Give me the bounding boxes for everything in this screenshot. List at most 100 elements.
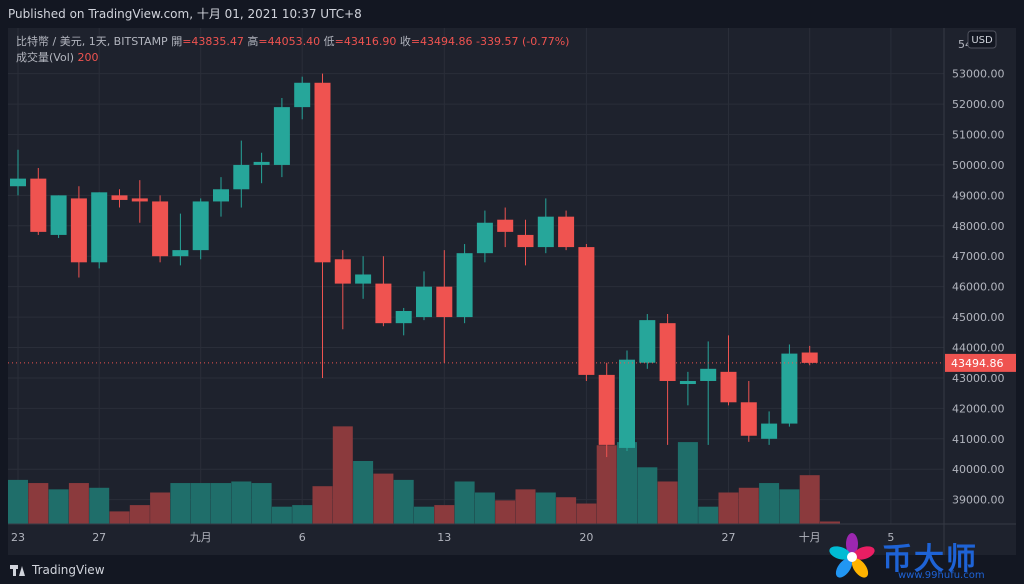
- flower-logo-icon: [829, 533, 875, 578]
- chart-legend: 比特幣 / 美元, 1天, BITSTAMP 開=43835.47 高=4405…: [16, 34, 569, 66]
- chart-area[interactable]: 39000.00 40000.00 41000.00 42000.00 43000.00…: [8, 28, 1016, 555]
- legend-vol-label[interactable]: 成交量(Vol): [16, 51, 75, 64]
- candle-body: [70, 198, 87, 263]
- y-tick-label: 52000.00: [952, 98, 1005, 111]
- volume-bar: [799, 475, 820, 524]
- candle-body: [517, 234, 534, 248]
- candle-body: [659, 323, 676, 381]
- candle-body: [395, 310, 412, 324]
- volume-bar: [454, 481, 475, 524]
- volume-bar: [576, 503, 597, 524]
- watermark-text: 币大师: [882, 542, 978, 577]
- volume-bar: [211, 483, 231, 524]
- volume-bar: [150, 492, 171, 524]
- volume-bar: [48, 489, 69, 524]
- candle-body: [152, 201, 169, 257]
- last-price-label: 43494.86: [951, 357, 1004, 370]
- candle-body: [740, 402, 757, 436]
- volume-bar: [292, 505, 313, 524]
- y-tick-label: 39000.00: [952, 494, 1005, 507]
- volume-bar: [231, 481, 252, 524]
- y-tick-label: 42000.00: [952, 402, 1005, 415]
- volume-bar: [637, 467, 658, 524]
- publish-text: Published on TradingView.com, 十月 01, 202…: [8, 7, 362, 21]
- candle-body: [355, 274, 372, 284]
- candle-body: [619, 359, 635, 448]
- candle-body: [639, 320, 656, 363]
- x-tick-label: 23: [11, 531, 25, 544]
- volume-bar: [312, 486, 333, 524]
- watermark-url: www.99hufu.com: [898, 570, 985, 581]
- candle-body: [91, 192, 108, 263]
- volume-bar: [556, 497, 577, 524]
- candle-body: [679, 380, 696, 385]
- legend-open: =43835.47: [182, 35, 244, 48]
- candle-body: [10, 178, 26, 187]
- legend-high-label: 高: [247, 35, 259, 48]
- tradingview-logo[interactable]: TradingView: [10, 563, 105, 577]
- candle-body: [537, 216, 554, 248]
- y-tick-label: 41000.00: [952, 433, 1005, 446]
- volume-bar: [759, 483, 780, 524]
- tradingview-logo-icon: [10, 564, 26, 576]
- candle-body: [598, 374, 615, 445]
- candle-body: [314, 82, 331, 263]
- volume-bar: [617, 442, 637, 524]
- volume-bar: [596, 445, 617, 524]
- legend-vol-value: 200: [77, 51, 99, 64]
- y-tick-label: 50000.00: [952, 159, 1005, 172]
- volume-bar: [495, 500, 516, 524]
- candle-body: [50, 195, 67, 235]
- volume-bar: [373, 473, 394, 524]
- volume-bar: [353, 461, 374, 524]
- candle-body: [416, 286, 432, 318]
- volume-bar: [718, 492, 739, 524]
- candle-body: [781, 353, 798, 424]
- candle-body: [233, 164, 250, 190]
- y-tick-label: 44000.00: [952, 342, 1005, 355]
- x-tick-label: 九月: [190, 531, 212, 544]
- y-tick-label: 43000.00: [952, 372, 1005, 385]
- legend-change: -339.57 (-0.77%): [476, 35, 570, 48]
- legend-close-label: 收: [399, 35, 411, 48]
- candle-body: [111, 195, 128, 200]
- candle-body: [558, 216, 575, 248]
- candle-body: [436, 286, 453, 318]
- volume-bar: [414, 506, 434, 524]
- volume-bar: [251, 483, 272, 524]
- candle-body: [213, 189, 229, 202]
- tradingview-brand: TradingView: [32, 563, 105, 577]
- volume-bar: [393, 479, 414, 524]
- y-tick-label: 48000.00: [952, 220, 1005, 233]
- watermark: 币大师 www.99hufu.com: [826, 530, 1016, 584]
- candle-body: [253, 161, 270, 165]
- volume-bar: [332, 426, 353, 524]
- y-tick-label: 53000.00: [952, 68, 1005, 81]
- candlestick-chart[interactable]: 39000.00 40000.00 41000.00 42000.00 43000.00…: [8, 28, 1016, 555]
- candle-body: [375, 283, 392, 324]
- candle-body: [497, 219, 514, 232]
- volume-bar: [779, 489, 800, 524]
- volume-bar: [129, 505, 150, 524]
- legend-symbol[interactable]: 比特幣 / 美元, 1天, BITSTAMP: [16, 35, 168, 48]
- legend-high: =44053.40: [258, 35, 321, 48]
- volume-bar: [68, 483, 89, 524]
- candle-body: [334, 259, 351, 284]
- x-tick-label: 5: [887, 531, 894, 544]
- volume-bar: [820, 521, 840, 524]
- volume-bar: [28, 483, 49, 524]
- volume-bar: [657, 481, 678, 524]
- volume-bar: [474, 492, 495, 524]
- candle-body: [578, 247, 595, 375]
- volume-bar: [271, 506, 292, 524]
- candle-body: [294, 82, 311, 108]
- x-tick-label: 13: [437, 531, 451, 544]
- candle-body: [131, 198, 148, 202]
- price-axis-bg: [944, 28, 1016, 555]
- x-tick-label: 20: [579, 531, 593, 544]
- volume-bar: [109, 511, 130, 524]
- last-price-tag: [945, 353, 1016, 372]
- candle-body: [476, 222, 493, 254]
- y-tick-label: 45000.00: [952, 311, 1005, 324]
- volume-bar: [535, 492, 556, 524]
